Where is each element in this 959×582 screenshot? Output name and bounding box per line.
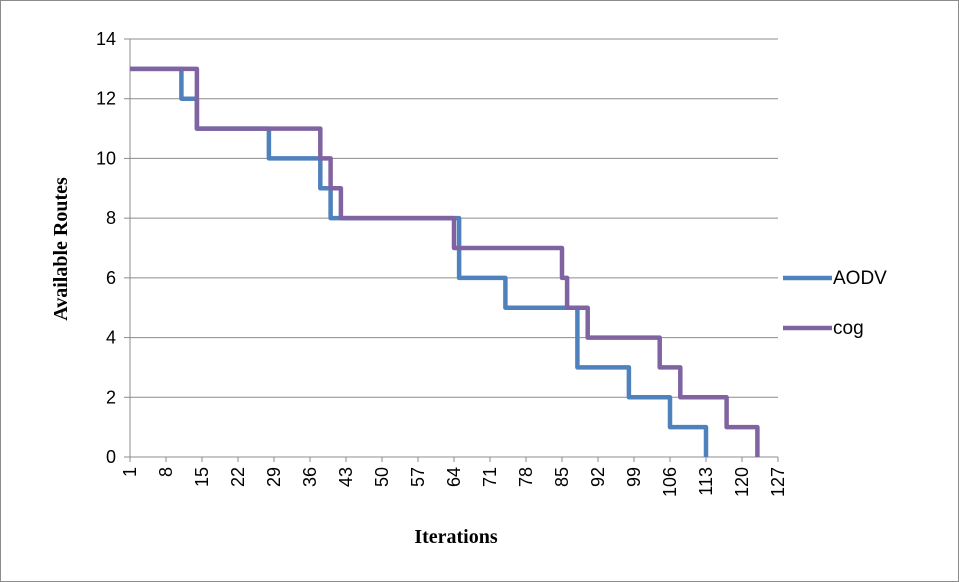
y-tick-label: 8: [106, 208, 116, 228]
y-axis-title: Available Routes: [50, 177, 72, 321]
x-tick-label: 64: [444, 467, 464, 487]
y-tick-label: 14: [96, 29, 116, 49]
legend-label-aodv: AODV: [833, 268, 887, 289]
x-tick-label: 78: [516, 467, 536, 487]
x-tick-label: 57: [408, 467, 428, 487]
x-tick-label: 29: [264, 467, 284, 487]
x-tick-label: 127: [768, 467, 788, 497]
y-tick-label: 2: [106, 387, 116, 407]
x-tick-label: 36: [300, 467, 320, 487]
y-tick-label: 12: [96, 89, 116, 109]
legend-label-cog: cog: [833, 318, 864, 339]
x-tick-label: 22: [228, 467, 248, 487]
x-tick-label: 1: [120, 467, 140, 477]
x-tick-label: 43: [336, 467, 356, 487]
x-tick-label: 113: [696, 467, 716, 496]
x-tick-label: 50: [372, 467, 392, 487]
series-line-cog: [130, 66, 760, 457]
y-tick-label: 10: [96, 148, 116, 168]
y-tick-label: 0: [106, 447, 116, 467]
x-axis-title: Iterations: [414, 526, 498, 548]
x-tick-label: 120: [732, 467, 752, 497]
y-tick-label: 6: [106, 268, 116, 288]
x-tick-label: 99: [624, 467, 644, 487]
x-tick-label: 92: [588, 467, 608, 487]
x-tick-label: 71: [480, 467, 500, 487]
x-tick-label: 106: [660, 467, 680, 497]
x-tick-label: 15: [192, 467, 212, 487]
x-tick-label: 8: [156, 467, 176, 477]
y-tick-label: 4: [106, 328, 116, 348]
x-tick-label: 85: [552, 467, 572, 487]
